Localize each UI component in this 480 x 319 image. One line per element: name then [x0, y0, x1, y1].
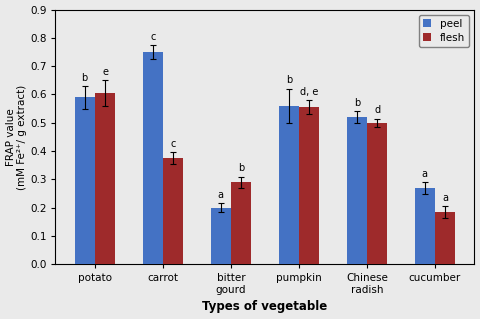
Bar: [95, 93, 115, 264]
Legend: peel, flesh: peel, flesh: [419, 15, 469, 47]
Text: a: a: [422, 169, 428, 179]
Bar: [367, 123, 387, 264]
Text: a: a: [442, 193, 448, 203]
X-axis label: Types of vegetable: Types of vegetable: [203, 300, 327, 314]
Bar: [163, 158, 183, 264]
Text: b: b: [286, 75, 292, 85]
Bar: [278, 106, 299, 264]
Text: a: a: [218, 190, 224, 200]
Bar: [347, 117, 367, 264]
Bar: [143, 52, 163, 264]
Text: b: b: [82, 72, 88, 83]
Bar: [435, 212, 456, 264]
Text: d, e: d, e: [300, 87, 318, 97]
Bar: [299, 107, 319, 264]
Y-axis label: FRAP value
(mM Fe²⁺/ g extract): FRAP value (mM Fe²⁺/ g extract): [6, 84, 27, 189]
Text: b: b: [238, 163, 244, 173]
Text: c: c: [150, 32, 156, 41]
Text: c: c: [170, 139, 176, 149]
Text: b: b: [354, 98, 360, 108]
Bar: [211, 208, 231, 264]
Bar: [415, 188, 435, 264]
Bar: [231, 182, 252, 264]
Text: d: d: [374, 105, 380, 115]
Text: e: e: [102, 67, 108, 77]
Bar: [74, 97, 95, 264]
